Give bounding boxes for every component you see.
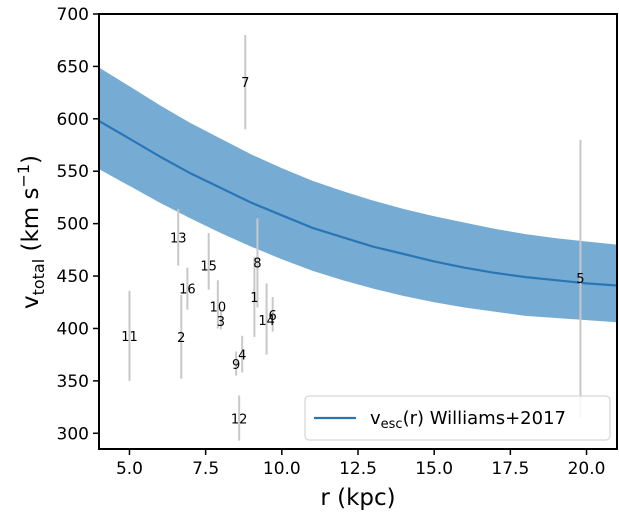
y-tick-label: 550 (57, 162, 89, 182)
point-label-2: 2 (177, 331, 185, 346)
point-label-11: 11 (121, 330, 138, 345)
x-axis: 5.0 7.5 10.0 12.5 15.0 17.5 20.0 (116, 449, 606, 479)
x-tick-label: 10.0 (263, 459, 301, 479)
errorbar-layer (128, 34, 582, 441)
y-axis: 300 350 400 450 500 550 600 650 700 (57, 5, 99, 444)
point-label-1: 1 (250, 291, 258, 306)
y-tick-label: 650 (57, 57, 89, 77)
point-label-3: 3 (217, 315, 225, 330)
point-label-6: 6 (269, 309, 277, 324)
point-label-9: 9 (232, 358, 240, 373)
point-label-7: 7 (241, 76, 249, 91)
point-label-10: 10 (210, 300, 227, 315)
point-label-13: 13 (170, 231, 187, 246)
point-label-5: 5 (576, 272, 584, 287)
escape-band-layer (99, 67, 617, 323)
y-tick-label: 400 (57, 319, 89, 339)
legend: vesc(r) Williams+2017 (304, 395, 611, 441)
point-label-16: 16 (179, 283, 196, 298)
point-label-4: 4 (238, 349, 246, 364)
x-tick-label: 12.5 (339, 459, 377, 479)
x-tick-label: 17.5 (491, 459, 529, 479)
x-tick-label: 5.0 (116, 459, 143, 479)
point-label-12: 12 (231, 413, 248, 428)
escape-curve-layer (98, 119, 618, 287)
x-axis-title: r (kpc) (320, 485, 395, 511)
y-axis-title: vtotal (km s−1) (14, 155, 48, 309)
y-tick-label: 500 (57, 215, 89, 235)
x-tick-label: 20.0 (568, 459, 606, 479)
escape-velocity-band (99, 67, 617, 323)
legend-label: vesc(r) Williams+2017 (370, 408, 566, 432)
legend-box (304, 395, 611, 441)
x-tick-label: 15.0 (415, 459, 453, 479)
point-label-8: 8 (253, 256, 261, 271)
y-tick-label: 450 (57, 267, 89, 287)
escape-velocity-line (98, 119, 618, 287)
y-tick-label: 350 (57, 372, 89, 392)
point-label-14: 14 (258, 314, 275, 329)
point-label-15: 15 (200, 260, 217, 275)
x-tick-label: 7.5 (192, 459, 219, 479)
y-tick-label: 600 (57, 110, 89, 130)
y-tick-label: 300 (57, 424, 89, 444)
y-tick-label: 700 (57, 5, 89, 25)
